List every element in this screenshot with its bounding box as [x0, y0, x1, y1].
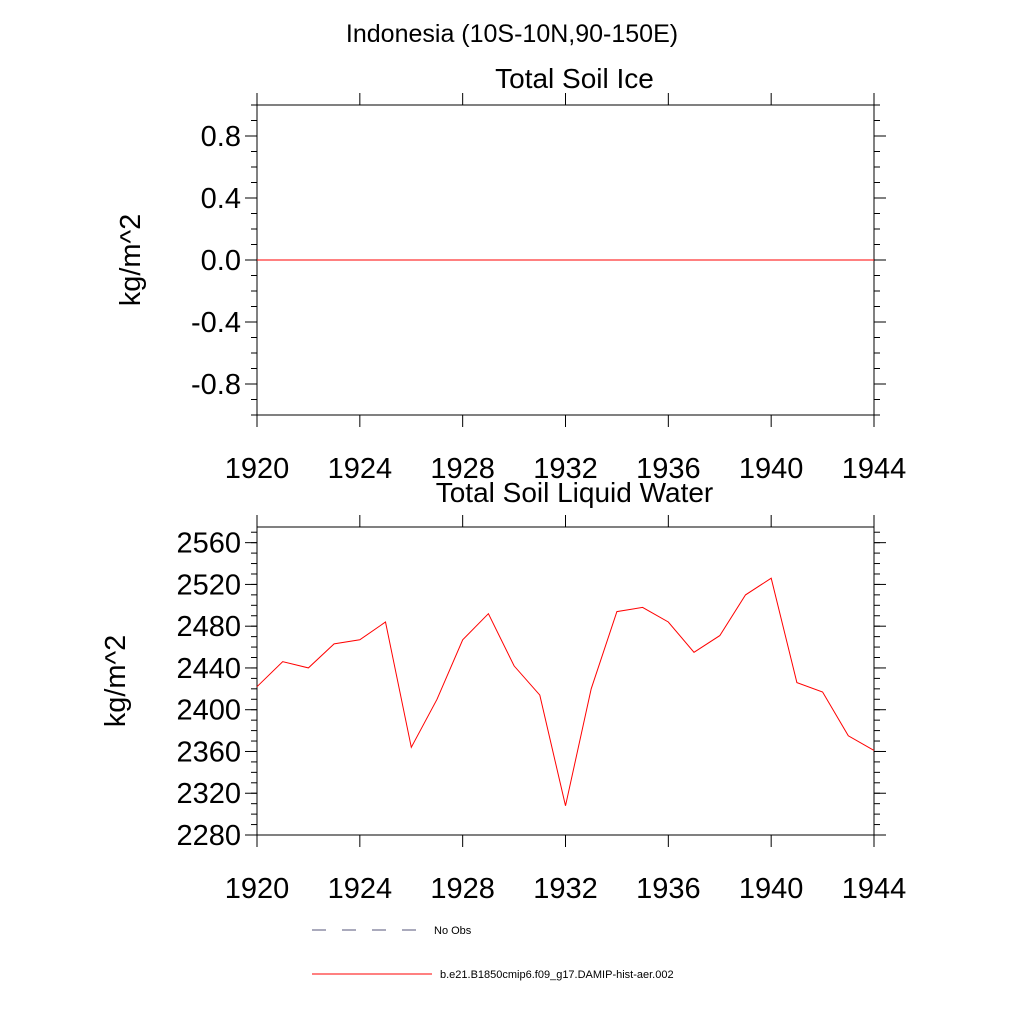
y-tick-label: -0.8 — [191, 369, 241, 401]
x-tick-label: 1936 — [636, 873, 701, 905]
y-tick-label: 2280 — [176, 820, 241, 852]
chart-title: Total Soil Liquid Water — [436, 477, 714, 508]
x-tick-label: 1936 — [636, 453, 701, 485]
plot-frame — [256, 526, 875, 836]
x-tick-label: 1944 — [842, 453, 907, 485]
y-tick-label: 2560 — [176, 528, 241, 560]
legend: No Obs b.e21.B1850cmip6.f09_g17.DAMIP-hi… — [312, 925, 674, 981]
x-tick-label: 1940 — [739, 453, 804, 485]
x-tick-label: 1920 — [225, 873, 290, 905]
chart-panel-soil-ice: Total Soil Ice kg/m^2 1920 1924 1928 1932 1936… — [115, 63, 906, 485]
y-tick-label: 2400 — [176, 695, 241, 727]
y-tick-label: 2440 — [176, 653, 241, 685]
y-tick-label: 2320 — [176, 778, 241, 810]
x-tick-label: 1932 — [533, 873, 598, 905]
y-tick-label: 0.0 — [201, 245, 241, 277]
y-axis-label: kg/m^2 — [115, 214, 147, 307]
chart-panel-soil-liquid-water: Total Soil Liquid Water kg/m^2 1920 1924 192… — [100, 477, 906, 905]
legend-label-model-run: b.e21.B1850cmip6.f09_g17.DAMIP-hist-aer.… — [440, 969, 674, 981]
x-tick-label: 1932 — [533, 453, 598, 485]
x-tick-label: 1928 — [430, 453, 495, 485]
y-tick-label: 0.4 — [201, 183, 241, 215]
x-tick-label: 1920 — [225, 453, 290, 485]
y-tick-label: 2480 — [176, 611, 241, 643]
y-axis-label: kg/m^2 — [100, 635, 132, 728]
x-tick-label: 1944 — [842, 873, 907, 905]
series-line — [256, 577, 875, 806]
x-tick-label: 1924 — [328, 873, 393, 905]
y-tick-label: 0.8 — [201, 121, 241, 153]
y-tick-label: 2520 — [176, 569, 241, 601]
x-tick-label: 1924 — [328, 453, 393, 485]
legend-label-no-obs: No Obs — [434, 925, 472, 937]
x-tick-label: 1928 — [430, 873, 495, 905]
figure-title: Indonesia (10S-10N,90-150E) — [346, 20, 678, 48]
y-tick-label: 2360 — [176, 736, 241, 768]
y-tick-label: -0.4 — [191, 307, 241, 339]
x-tick-label: 1940 — [739, 873, 804, 905]
chart-title: Total Soil Ice — [495, 63, 654, 94]
